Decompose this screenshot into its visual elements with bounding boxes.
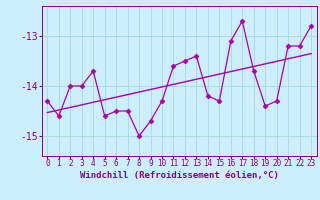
X-axis label: Windchill (Refroidissement éolien,°C): Windchill (Refroidissement éolien,°C) [80,171,279,180]
